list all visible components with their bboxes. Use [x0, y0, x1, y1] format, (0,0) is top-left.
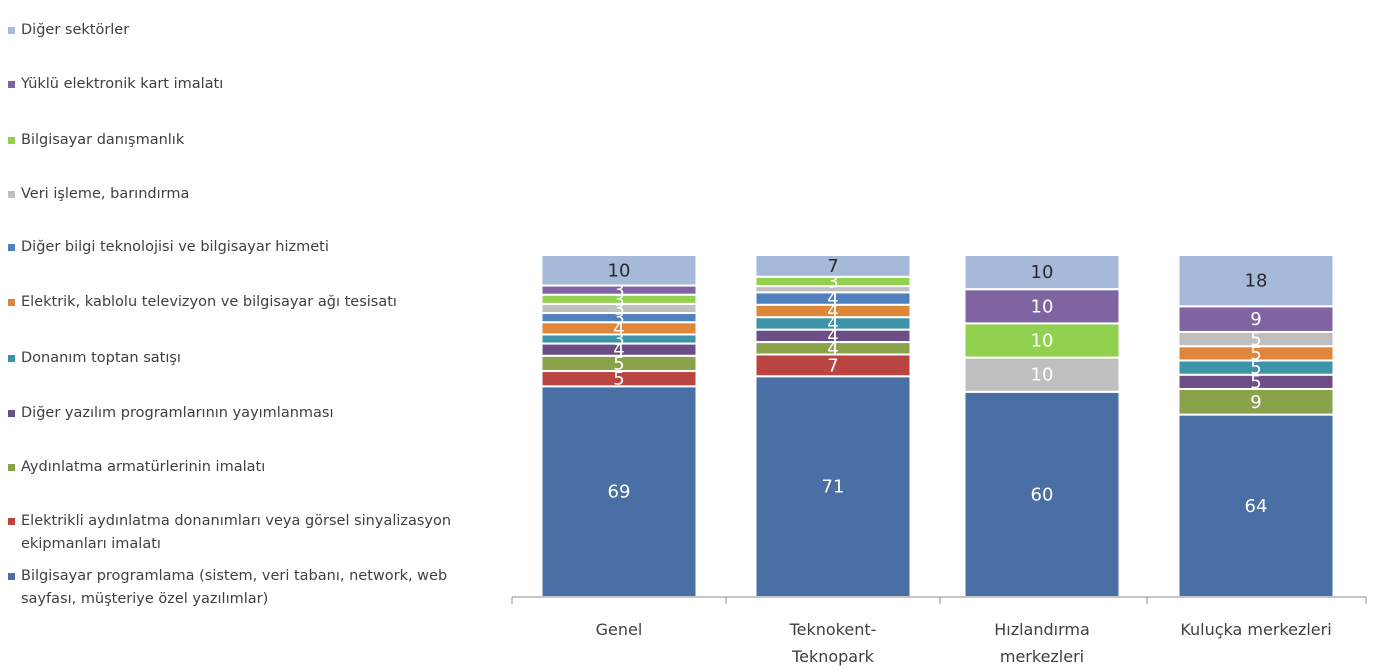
legend-swatch — [8, 137, 15, 144]
data-label: 5 — [613, 353, 624, 374]
legend-swatch — [8, 518, 15, 525]
data-label: 18 — [1245, 271, 1268, 292]
data-label: 69 — [608, 482, 631, 503]
data-label: 4 — [827, 338, 838, 359]
legend-item: Donanım toptan satışı — [8, 347, 500, 370]
bar-segment — [754, 375, 912, 598]
data-label: 3 — [613, 298, 624, 319]
legend-item: Diğer yazılım programlarının yayımlanmas… — [8, 402, 500, 425]
data-label: 10 — [1031, 365, 1054, 386]
bar-segment — [1177, 305, 1335, 333]
data-label: 9 — [1250, 309, 1261, 330]
data-label: 60 — [1031, 484, 1054, 505]
legend-swatch — [8, 299, 15, 306]
legend-label: Elektrikli aydınlatma donanımları veya g… — [21, 513, 452, 552]
data-label: 71 — [822, 477, 845, 498]
x-tick-label: Genel — [596, 620, 643, 639]
legend-swatch — [8, 81, 15, 88]
legend-label: Donanım toptan satışı — [21, 350, 181, 366]
data-label: 5 — [613, 369, 624, 390]
legend-label: Bilgisayar programlama (sistem, veri tab… — [21, 568, 448, 607]
data-label: 4 — [827, 301, 838, 322]
data-label: 5 — [1250, 329, 1261, 350]
x-tick-label: Hızlandırma — [994, 620, 1090, 639]
data-label: 3 — [613, 289, 624, 310]
x-tick-label: Teknopark — [791, 647, 875, 666]
bar-segment — [963, 356, 1121, 393]
x-axis: Genel Teknokent- Teknopark Hızlandırma merke… — [511, 596, 1367, 666]
legend-label: Diğer bilgi teknolojisi ve bilgisayar hi… — [21, 239, 329, 255]
data-label: 4 — [827, 326, 838, 347]
x-tick-label: Kuluçka merkezleri — [1180, 620, 1331, 639]
legend-swatch — [8, 244, 15, 251]
data-label: 3 — [613, 308, 624, 329]
data-label: 5 — [1250, 358, 1261, 379]
bar-segment — [540, 385, 698, 598]
data-label: 10 — [1031, 262, 1054, 283]
legend-swatch — [8, 573, 15, 580]
legend-item: Aydınlatma armatürlerinin imalatı — [8, 456, 500, 479]
bar-segment — [1177, 413, 1335, 598]
chart-legend: Diğer sektörler Yüklü elektronik kart ima… — [0, 0, 500, 670]
bar-segment — [963, 288, 1121, 325]
bar-segment — [963, 254, 1121, 291]
legend-item: Elektrikli aydınlatma donanımları veya g… — [8, 510, 500, 556]
data-label: 5 — [1250, 343, 1261, 364]
legend-item: Elektrik, kablolu televizyon ve bilgisay… — [8, 291, 500, 314]
legend-swatch — [8, 355, 15, 362]
bar-segment — [1177, 387, 1335, 416]
legend-label: Bilgisayar danışmanlık — [21, 132, 185, 148]
bar-segment — [963, 322, 1121, 359]
data-label: 7 — [827, 355, 838, 376]
data-label: 4 — [613, 318, 624, 339]
bar-segment — [540, 254, 698, 287]
bar-segment — [754, 254, 912, 278]
data-label: 7 — [827, 256, 838, 277]
legend-item: Diğer sektörler — [8, 19, 500, 42]
data-label: 3 — [613, 280, 624, 301]
legend-swatch — [8, 464, 15, 471]
legend-label: Aydınlatma armatürlerinin imalatı — [21, 459, 266, 475]
data-label: 64 — [1245, 496, 1268, 517]
x-tick-label: merkezleri — [1000, 647, 1084, 666]
legend-label: Veri işleme, barındırma — [21, 186, 190, 202]
bar-segment — [1177, 254, 1335, 308]
legend-item: Bilgisayar danışmanlık — [8, 129, 500, 152]
legend-label: Diğer yazılım programlarının yayımlanmas… — [21, 405, 334, 421]
legend-item: Bilgisayar programlama (sistem, veri tab… — [8, 565, 500, 611]
legend-label: Elektrik, kablolu televizyon ve bilgisay… — [21, 294, 397, 310]
data-label: 3 — [827, 271, 838, 292]
legend-swatch — [8, 410, 15, 417]
x-tick-label: Teknokent- — [789, 620, 877, 639]
data-label: 10 — [1031, 331, 1054, 352]
legend-item: Veri işleme, barındırma — [8, 183, 500, 206]
data-label: 4 — [827, 289, 838, 310]
bar-segment — [963, 390, 1121, 598]
legend-item: Diğer bilgi teknolojisi ve bilgisayar hi… — [8, 236, 500, 259]
data-label: 10 — [608, 260, 631, 281]
legend-label: Diğer sektörler — [21, 22, 130, 38]
legend-swatch — [8, 27, 15, 34]
data-label: 9 — [1250, 392, 1261, 413]
data-label: 4 — [827, 313, 838, 334]
data-label: 3 — [613, 329, 624, 350]
legend-item: Yüklü elektronik kart imalatı — [8, 73, 500, 96]
data-label: 4 — [613, 340, 624, 361]
legend-label: Yüklü elektronik kart imalatı — [21, 76, 224, 92]
data-label: 5 — [1250, 372, 1261, 393]
data-label: 10 — [1031, 296, 1054, 317]
bars-group: 6955434333310717444443760101010106495555… — [540, 254, 1335, 598]
legend-swatch — [8, 191, 15, 198]
